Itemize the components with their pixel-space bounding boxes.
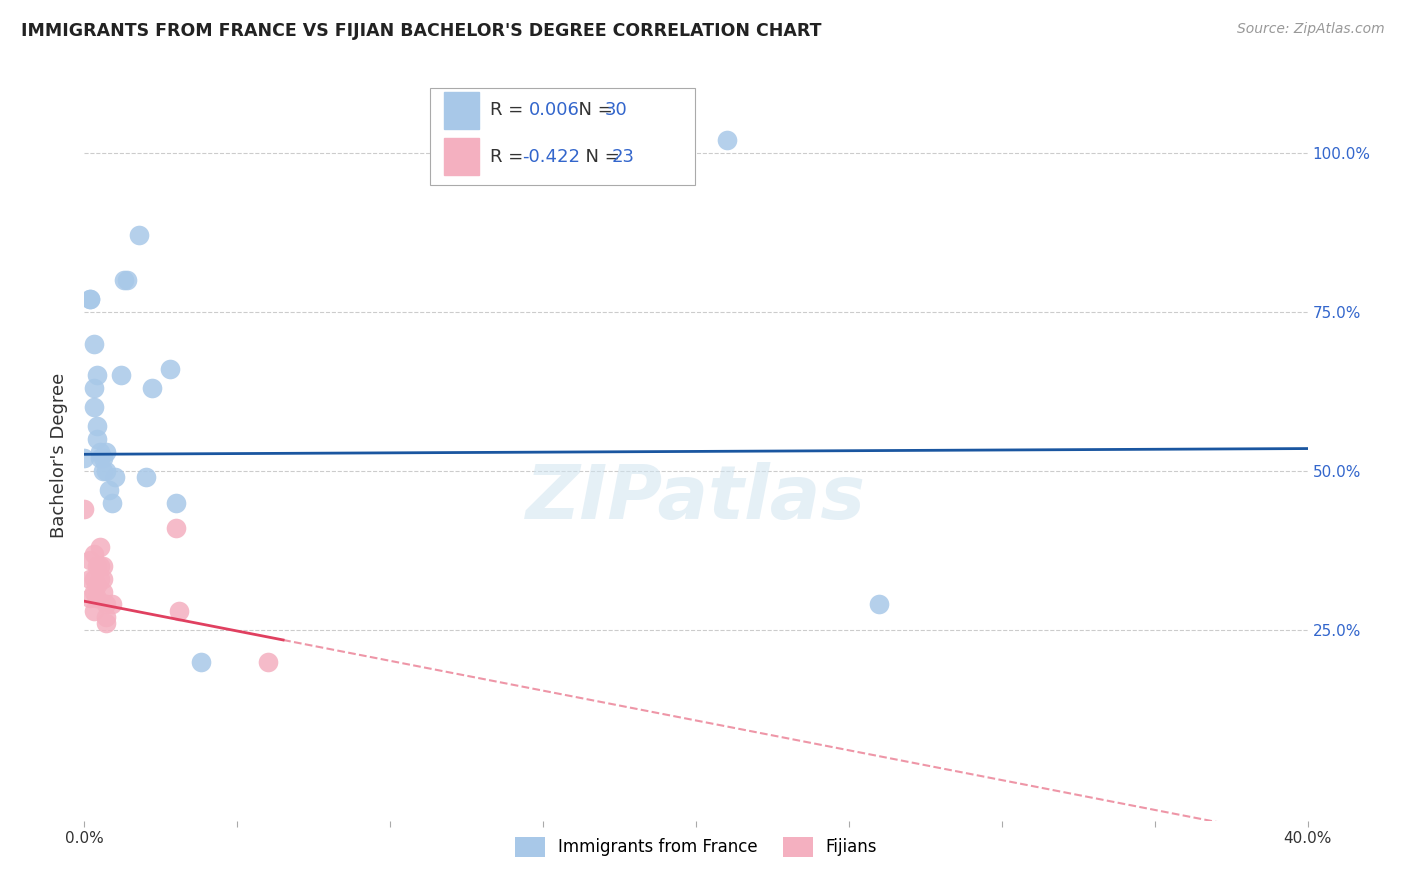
Point <box>91 584 114 599</box>
Point <box>79 591 101 605</box>
Point <box>91 464 114 478</box>
Point <box>89 444 111 458</box>
Point <box>94 444 117 458</box>
Text: N =: N = <box>567 102 619 120</box>
Point <box>79 572 101 586</box>
Point <box>79 553 101 567</box>
Point <box>94 464 117 478</box>
Point <box>135 470 157 484</box>
Text: R =: R = <box>489 102 534 120</box>
Point <box>83 572 105 586</box>
Point <box>83 381 105 395</box>
Point <box>165 495 187 509</box>
Point <box>167 604 190 618</box>
Text: R =: R = <box>489 148 529 166</box>
Bar <box>444 92 478 128</box>
Point <box>94 616 117 631</box>
Point <box>86 368 108 383</box>
Point <box>86 591 108 605</box>
FancyBboxPatch shape <box>430 88 695 185</box>
Point <box>716 133 738 147</box>
Text: ZIPatlas: ZIPatlas <box>526 462 866 535</box>
Text: N =: N = <box>574 148 626 166</box>
Point <box>73 502 96 516</box>
Point <box>869 598 891 612</box>
Point <box>101 495 124 509</box>
Text: IMMIGRANTS FROM FRANCE VS FIJIAN BACHELOR'S DEGREE CORRELATION CHART: IMMIGRANTS FROM FRANCE VS FIJIAN BACHELO… <box>21 22 821 40</box>
Point <box>89 559 111 574</box>
Point <box>94 598 117 612</box>
Point <box>128 228 150 243</box>
Point <box>97 483 120 497</box>
Point <box>101 598 124 612</box>
Point <box>141 381 163 395</box>
Point <box>159 362 181 376</box>
Point <box>89 572 111 586</box>
Point <box>104 470 127 484</box>
Point <box>91 572 114 586</box>
Point <box>83 401 105 415</box>
Point <box>91 559 114 574</box>
Point <box>86 578 108 592</box>
Text: 0.006: 0.006 <box>529 102 581 120</box>
Point <box>83 584 105 599</box>
Point <box>110 368 132 383</box>
Text: -0.422: -0.422 <box>522 148 581 166</box>
Point <box>79 292 101 306</box>
Text: Source: ZipAtlas.com: Source: ZipAtlas.com <box>1237 22 1385 37</box>
Point <box>83 604 105 618</box>
Point <box>79 292 101 306</box>
Point <box>86 432 108 446</box>
Point <box>190 655 212 669</box>
Point <box>83 547 105 561</box>
Text: 30: 30 <box>605 102 628 120</box>
Point <box>115 273 138 287</box>
Point <box>86 419 108 434</box>
Point <box>112 273 135 287</box>
Point <box>89 540 111 554</box>
Y-axis label: Bachelor's Degree: Bachelor's Degree <box>49 372 67 538</box>
Point <box>94 610 117 624</box>
Point <box>91 451 114 466</box>
Point <box>165 521 187 535</box>
Legend: Immigrants from France, Fijians: Immigrants from France, Fijians <box>508 830 884 863</box>
Point <box>86 559 108 574</box>
Bar <box>444 138 478 176</box>
Point <box>83 336 105 351</box>
Point <box>89 451 111 466</box>
Text: 23: 23 <box>612 148 636 166</box>
Point <box>257 655 280 669</box>
Point <box>73 451 96 466</box>
